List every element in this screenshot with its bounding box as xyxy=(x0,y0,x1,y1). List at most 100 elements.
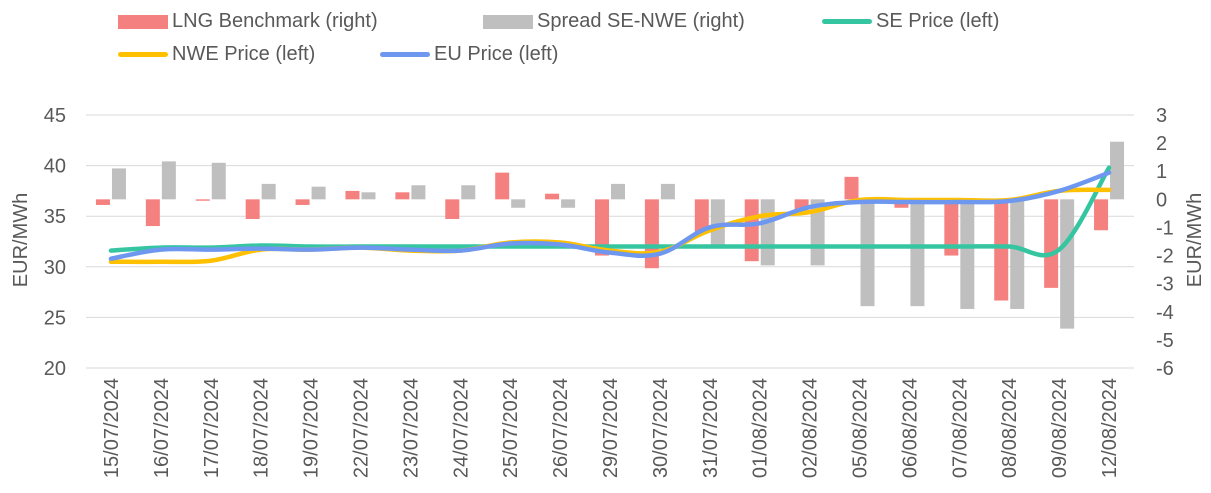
y-left-tick-label: 25 xyxy=(44,307,66,329)
legend-item-spread-se-nwe: Spread SE-NWE (right) xyxy=(483,10,745,33)
bar-spread-se-nwe xyxy=(1060,199,1075,329)
x-tick-label: 17/07/2024 xyxy=(201,378,223,478)
x-tick-label: 31/07/2024 xyxy=(700,378,722,478)
legend-label-spread-se-nwe: Spread SE-NWE (right) xyxy=(537,10,745,32)
legend-label-nwe-price: NWE Price (left) xyxy=(172,43,316,65)
line-se-price xyxy=(108,165,1112,258)
bar-lng-benchmark xyxy=(994,199,1009,301)
bar-lng-benchmark xyxy=(1044,199,1059,288)
line-series xyxy=(108,165,1112,265)
y-right-tick-label: 2 xyxy=(1156,133,1167,155)
bar-lng-benchmark xyxy=(145,199,160,227)
x-tick-label: 02/08/2024 xyxy=(800,378,822,478)
bar-spread-se-nwe xyxy=(1110,141,1125,200)
y-axis-left-title: EUR/MWh xyxy=(10,193,32,287)
x-tick-label: 26/07/2024 xyxy=(550,378,572,478)
legend-swatch-lng-benchmark xyxy=(118,14,168,29)
legend-item-eu-price: EU Price (left) xyxy=(380,43,558,66)
y-left-tick-label: 40 xyxy=(44,156,66,178)
bar-spread-se-nwe xyxy=(111,168,126,200)
bar-lng-benchmark xyxy=(744,199,759,262)
bar-lng-benchmark xyxy=(345,190,360,200)
x-tick-label: 22/07/2024 xyxy=(350,378,372,478)
x-tick-label: 09/08/2024 xyxy=(1049,378,1071,478)
bar-spread-se-nwe xyxy=(161,161,176,200)
bar-spread-se-nwe xyxy=(660,183,675,200)
y-left-tick-label: 45 xyxy=(44,105,66,127)
y-left-tick-label: 35 xyxy=(44,206,66,228)
y-right-tick-label: -3 xyxy=(1156,274,1174,296)
bar-lng-benchmark xyxy=(395,192,410,200)
bar-spread-se-nwe xyxy=(461,185,476,200)
y-right-tick-label: 0 xyxy=(1156,189,1167,211)
bar-lng-benchmark xyxy=(944,199,959,256)
legend-swatch-eu-price xyxy=(380,52,430,57)
bar-lng-benchmark xyxy=(95,199,110,205)
x-tick-label: 16/07/2024 xyxy=(151,378,173,478)
y-right-tick-label: -5 xyxy=(1156,330,1174,352)
bar-lng-benchmark xyxy=(295,199,310,205)
bar-spread-se-nwe xyxy=(760,199,775,266)
bar-spread-se-nwe xyxy=(311,186,326,200)
bar-spread-se-nwe xyxy=(361,192,376,200)
y-axis-right-title: EUR/MWh xyxy=(1184,193,1206,287)
legend-item-se-price: SE Price (left) xyxy=(822,10,999,33)
y-right-tick-label: -1 xyxy=(1156,217,1174,239)
bar-lng-benchmark xyxy=(794,199,809,211)
legend-label-eu-price: EU Price (left) xyxy=(434,43,559,65)
bar-spread-se-nwe xyxy=(561,199,576,208)
line-eu-price xyxy=(108,170,1112,261)
bar-spread-se-nwe xyxy=(211,162,226,200)
y-right-tick-label: -2 xyxy=(1156,246,1174,268)
bar-spread-se-nwe xyxy=(611,183,625,200)
legend-item-nwe-price: NWE Price (left) xyxy=(118,43,315,66)
legend-swatch-se-price xyxy=(822,19,872,24)
y-left-tick-label: 20 xyxy=(44,358,66,380)
x-tick-label: 12/08/2024 xyxy=(1099,378,1121,478)
x-tick-label: 06/08/2024 xyxy=(899,378,921,478)
y-right-tick-label: 3 xyxy=(1156,105,1167,127)
x-tick-label: 23/07/2024 xyxy=(400,378,422,478)
bar-lng-benchmark xyxy=(844,176,859,200)
y-right-tick-label: -4 xyxy=(1156,302,1174,324)
legend-label-se-price: SE Price (left) xyxy=(876,10,1000,32)
gridlines xyxy=(86,114,1134,369)
bar-lng-benchmark xyxy=(245,199,260,220)
x-tick-label: 19/07/2024 xyxy=(301,378,323,478)
x-tick-label: 25/07/2024 xyxy=(500,378,522,478)
bar-spread-se-nwe xyxy=(511,199,526,208)
x-tick-label: 05/08/2024 xyxy=(850,378,872,478)
legend-item-lng-benchmark: LNG Benchmark (right) xyxy=(118,10,378,33)
bar-lng-benchmark xyxy=(694,199,709,234)
x-tick-label: 30/07/2024 xyxy=(650,378,672,478)
bar-spread-se-nwe xyxy=(910,199,925,307)
bar-lng-benchmark xyxy=(595,199,609,256)
x-tick-label: 01/08/2024 xyxy=(750,378,772,478)
x-tick-label: 18/07/2024 xyxy=(251,378,273,478)
bar-spread-se-nwe xyxy=(860,199,875,307)
y-left-tick-label: 30 xyxy=(44,257,66,279)
legend-swatch-spread-se-nwe xyxy=(483,14,533,29)
bar-spread-se-nwe xyxy=(1010,199,1025,309)
x-tick-label: 08/08/2024 xyxy=(999,378,1021,478)
legend-swatch-nwe-price xyxy=(118,52,168,57)
bar-spread-se-nwe xyxy=(960,199,975,309)
x-tick-label: 07/08/2024 xyxy=(949,378,971,478)
legend-label-lng-benchmark: LNG Benchmark (right) xyxy=(172,10,378,32)
bar-series xyxy=(95,141,1125,329)
bar-lng-benchmark xyxy=(1094,199,1109,231)
x-tick-label: 24/07/2024 xyxy=(450,378,472,478)
bar-spread-se-nwe xyxy=(810,199,825,266)
bar-lng-benchmark xyxy=(495,172,510,200)
x-tick-label: 29/07/2024 xyxy=(600,378,622,478)
bar-lng-benchmark xyxy=(545,193,560,200)
x-tick-label: 15/07/2024 xyxy=(101,378,123,478)
bar-spread-se-nwe xyxy=(411,185,426,200)
axes: 45 40 35 30 25 20 3 2 1 0 -1 -2 -3 -4 -5 -6 15/07/2024 16… xyxy=(44,105,1174,478)
y-right-tick-label: -6 xyxy=(1156,358,1174,380)
bar-lng-benchmark xyxy=(195,199,210,201)
y-right-tick-label: 1 xyxy=(1156,161,1167,183)
bar-lng-benchmark xyxy=(445,199,460,220)
bar-spread-se-nwe xyxy=(261,183,276,200)
